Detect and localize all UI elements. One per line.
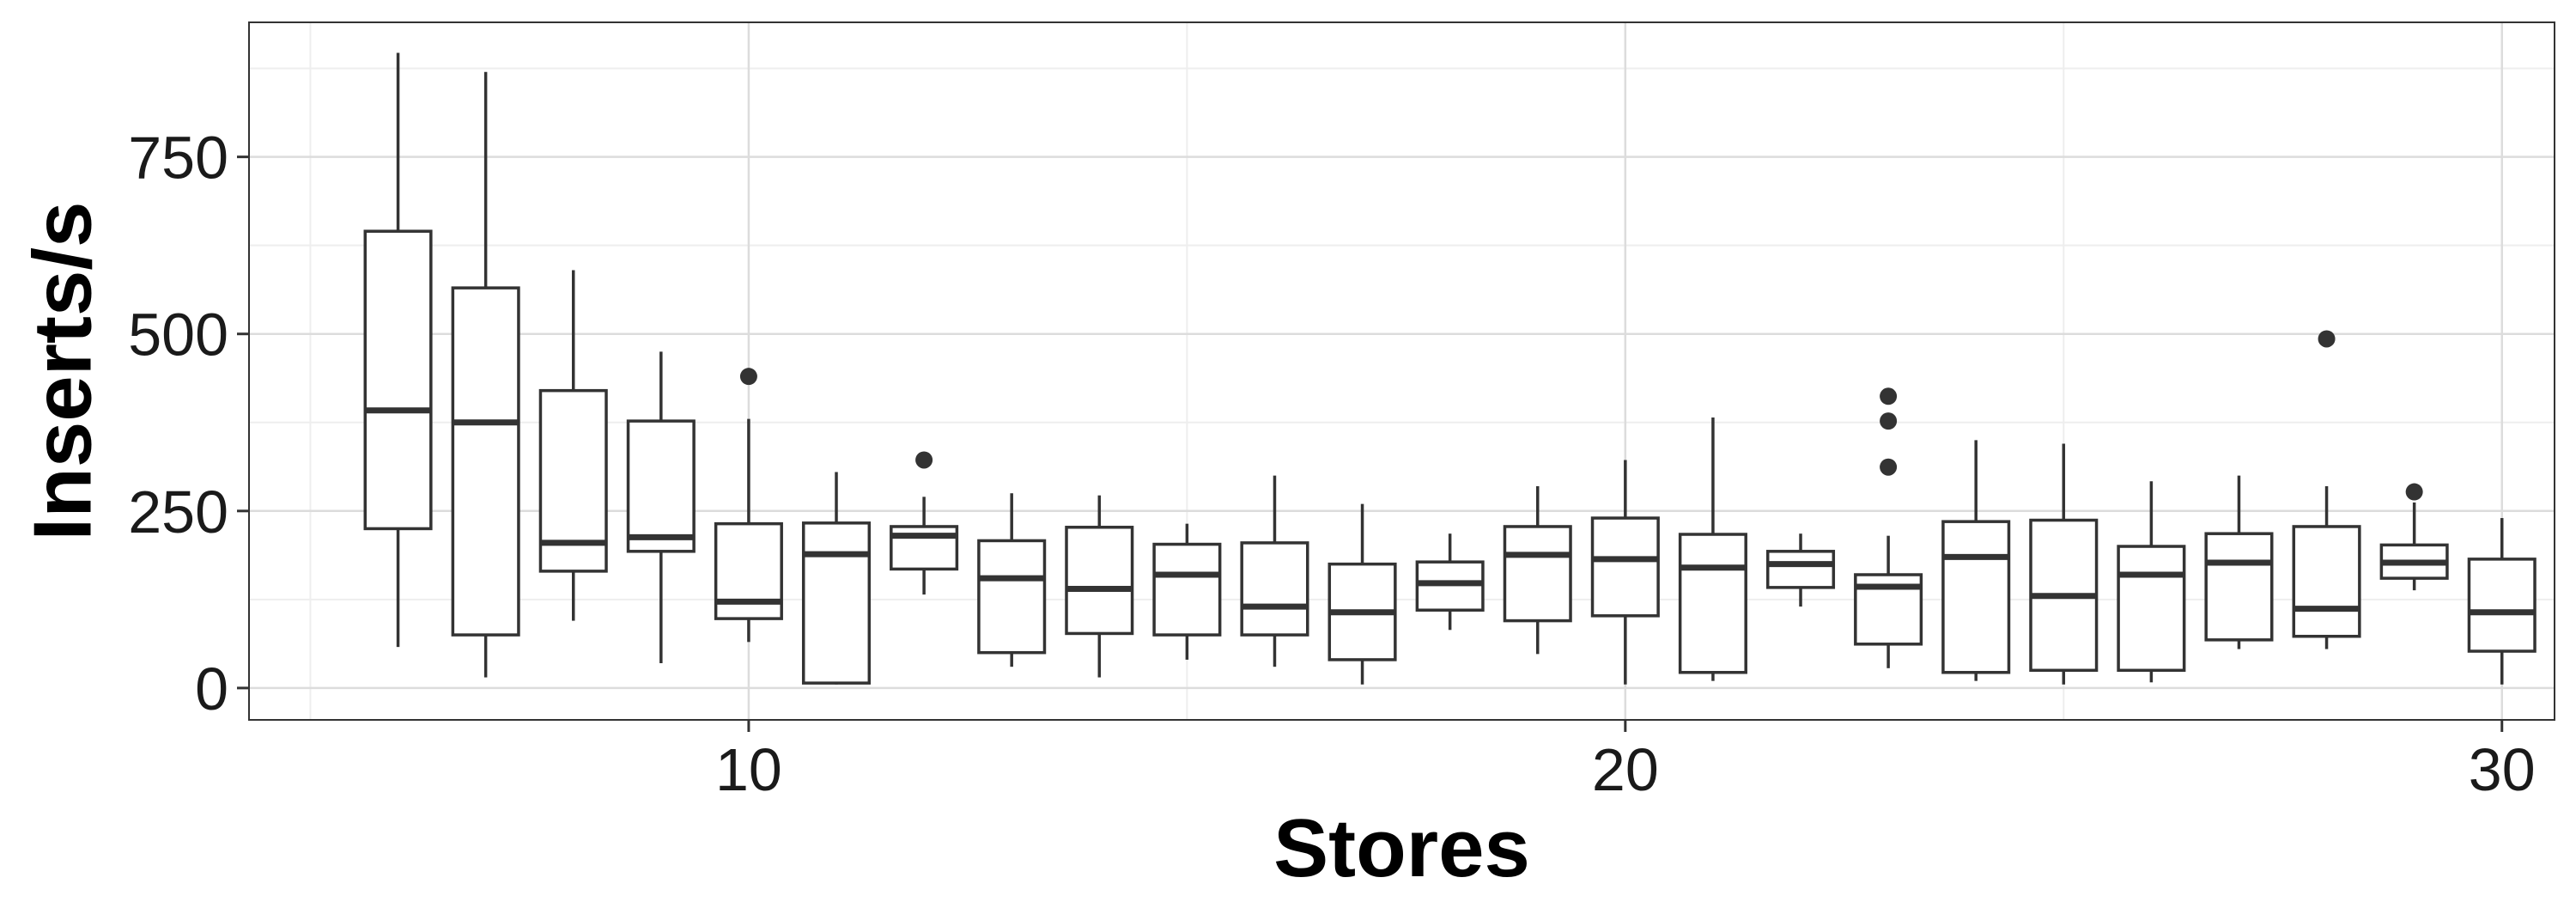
iqr-box — [1678, 533, 1747, 674]
iqr-box — [801, 521, 872, 685]
iqr-box — [1590, 516, 1660, 618]
box-stores-24 — [1941, 440, 2011, 681]
box-stores-10 — [714, 368, 783, 643]
axis-layer: 0 250 500 750 10 20 30 — [128, 125, 2535, 803]
iqr-box — [2117, 545, 2186, 673]
box-stores-18 — [1415, 533, 1485, 631]
box-stores-8 — [538, 270, 608, 621]
x-tick-label: 20 — [1592, 736, 1659, 803]
box-stores-29 — [2379, 483, 2449, 591]
iqr-box — [1240, 541, 1309, 637]
box-stores-20 — [1590, 460, 1660, 685]
outlier-point — [1880, 458, 1898, 476]
iqr-box — [363, 229, 433, 531]
y-axis-title: Inserts/s — [16, 202, 108, 541]
iqr-box — [451, 286, 520, 637]
y-tick-label: 750 — [128, 125, 228, 192]
panel-border — [248, 21, 2555, 721]
outlier-point — [1880, 387, 1898, 405]
box-stores-14 — [1065, 495, 1134, 678]
x-tick-label: 30 — [2469, 736, 2536, 803]
box-stores-23 — [1854, 387, 1923, 668]
box-stores-25 — [2029, 443, 2099, 685]
box-stores-11 — [801, 472, 872, 685]
x-axis-title: Stores — [1273, 802, 1530, 894]
box-stores-19 — [1503, 485, 1572, 655]
y-tick-label: 250 — [128, 478, 228, 545]
box-stores-27 — [2204, 475, 2274, 649]
box-stores-7 — [451, 71, 520, 678]
outlier-point — [2318, 330, 2336, 348]
iqr-box — [626, 419, 696, 553]
box-stores-26 — [2117, 481, 2186, 683]
iqr-box — [1065, 526, 1134, 636]
box-stores-15 — [1152, 523, 1222, 660]
iqr-box — [1941, 520, 2011, 674]
y-tick-label: 0 — [195, 655, 228, 722]
box-stores-6 — [363, 52, 433, 648]
outlier-point — [2405, 483, 2423, 501]
box-stores-21 — [1678, 417, 1747, 681]
iqr-box — [2292, 525, 2361, 638]
box-stores-17 — [1327, 503, 1397, 685]
x-tick-label: 10 — [715, 736, 782, 803]
box-stores-12 — [890, 451, 959, 595]
iqr-box — [1152, 542, 1222, 637]
box-stores-16 — [1240, 475, 1309, 667]
box-layer — [363, 52, 2537, 685]
box-stores-9 — [626, 351, 696, 664]
box-stores-30 — [2467, 518, 2537, 685]
box-stores-13 — [977, 493, 1047, 667]
iqr-box — [2467, 558, 2537, 653]
y-tick-label: 500 — [128, 302, 228, 369]
iqr-box — [977, 539, 1047, 655]
iqr-box — [1503, 525, 1572, 623]
outlier-point — [1880, 412, 1898, 430]
box-stores-22 — [1765, 533, 1836, 607]
box-stores-28 — [2292, 330, 2361, 649]
outlier-point — [915, 451, 933, 469]
outlier-point — [739, 368, 757, 386]
iqr-box — [2204, 532, 2274, 642]
iqr-box — [1765, 550, 1836, 589]
